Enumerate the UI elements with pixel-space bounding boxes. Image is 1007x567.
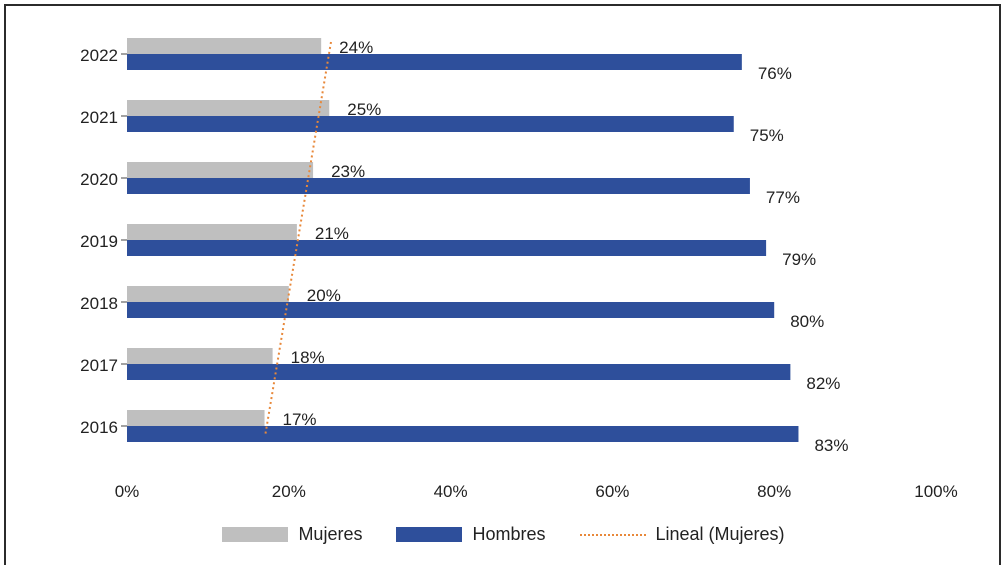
bar-hombres	[127, 302, 775, 318]
bar-hombres	[127, 240, 767, 256]
legend-label-hombres: Hombres	[472, 524, 546, 544]
category-label: 2022	[80, 46, 118, 65]
bar-mujeres	[127, 100, 330, 116]
legend-swatch-mujeres	[222, 527, 289, 542]
x-tick-label: 100%	[914, 482, 957, 501]
chart-frame	[4, 4, 1001, 565]
bar-hombres	[127, 364, 791, 380]
legend: Mujeres Hombres Lineal (Mujeres)	[0, 524, 1007, 545]
bar-hombres	[127, 54, 742, 70]
data-label-hombres: 76%	[758, 64, 792, 83]
bar-mujeres	[127, 286, 289, 302]
data-label-mujeres: 23%	[331, 162, 365, 181]
category-label: 2020	[80, 170, 118, 189]
legend-swatch-hombres	[396, 527, 463, 542]
legend-label-mujeres: Mujeres	[298, 524, 363, 544]
legend-item-trendline: Lineal (Mujeres)	[579, 524, 785, 545]
bar-hombres	[127, 426, 799, 442]
x-tick-label: 0%	[115, 482, 140, 501]
legend-item-hombres: Hombres	[396, 524, 546, 545]
data-label-hombres: 82%	[806, 374, 840, 393]
data-label-mujeres: 21%	[315, 224, 349, 243]
data-label-mujeres: 17%	[283, 410, 317, 429]
data-label-mujeres: 24%	[339, 38, 373, 57]
bar-mujeres	[127, 224, 297, 240]
legend-item-mujeres: Mujeres	[222, 524, 362, 545]
data-label-mujeres: 18%	[291, 348, 325, 367]
x-tick-label: 40%	[434, 482, 468, 501]
data-label-hombres: 77%	[766, 188, 800, 207]
bar-hombres	[127, 116, 734, 132]
data-label-hombres: 83%	[814, 436, 848, 455]
category-label: 2017	[80, 356, 118, 375]
x-tick-label: 20%	[272, 482, 306, 501]
trendline-mujeres	[264, 41, 332, 437]
bar-hombres	[127, 178, 750, 194]
data-label-hombres: 80%	[790, 312, 824, 331]
data-label-hombres: 75%	[750, 126, 784, 145]
category-label: 2016	[80, 418, 118, 437]
data-label-mujeres: 25%	[347, 100, 381, 119]
x-tick-label: 80%	[757, 482, 791, 501]
x-tick-label: 60%	[595, 482, 629, 501]
bar-mujeres	[127, 38, 322, 54]
category-label: 2019	[80, 232, 118, 251]
data-label-hombres: 79%	[782, 250, 816, 269]
category-label: 2018	[80, 294, 118, 313]
bar-mujeres	[127, 410, 265, 426]
category-label: 2021	[80, 108, 118, 127]
bar-mujeres	[127, 162, 314, 178]
data-label-mujeres: 20%	[307, 286, 341, 305]
legend-label-trendline: Lineal (Mujeres)	[655, 524, 785, 544]
legend-swatch-trendline	[579, 533, 646, 536]
bar-mujeres	[127, 348, 273, 364]
